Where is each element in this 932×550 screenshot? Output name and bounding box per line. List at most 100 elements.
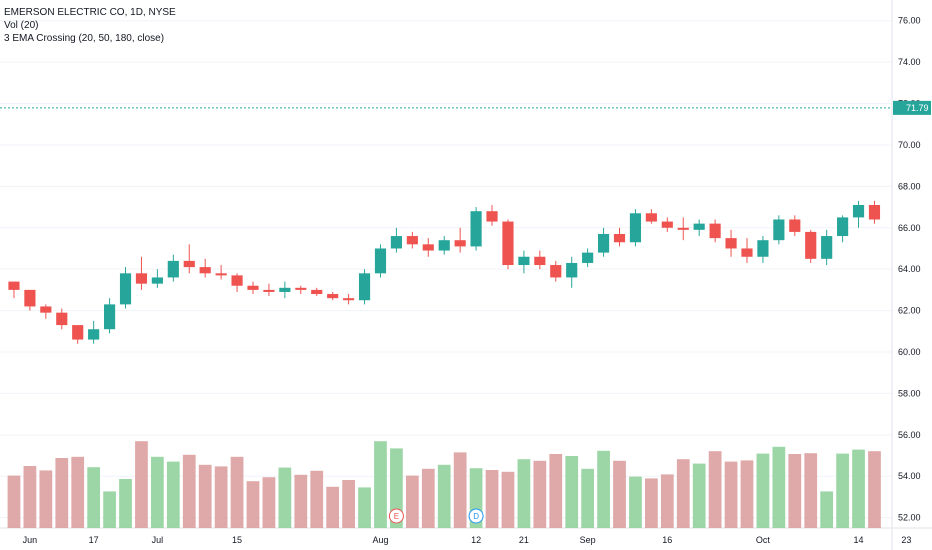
y-tick-label: 76.00 [898,16,921,26]
volume-bar [119,479,132,528]
volume-bar [836,453,849,528]
candle-body[interactable] [311,289,323,295]
volume-bar [262,477,276,528]
candle-body[interactable] [502,221,514,266]
volume-bar [453,452,467,528]
candle-body[interactable] [852,204,865,218]
candle-body[interactable] [263,289,275,292]
volume-bar [517,459,531,528]
candle-body[interactable] [837,217,849,237]
volume-bar [708,451,722,528]
last-price-tag [893,100,931,115]
candle-body[interactable] [390,236,402,249]
volume-bar [55,458,69,528]
last-price-label: 71.79 [906,103,929,113]
candle-body[interactable] [215,273,227,276]
candle-body[interactable] [821,236,833,259]
candle-body[interactable] [151,277,163,284]
volume-bar [676,459,690,528]
candle-body[interactable] [454,240,466,247]
volume-bar [246,481,260,528]
candle-body[interactable] [725,238,737,249]
candle-body[interactable] [247,285,259,290]
volume-bar [645,478,658,528]
volume-bar [533,460,547,528]
candle-body[interactable] [119,273,132,305]
candle-body[interactable] [757,240,769,257]
y-tick-label: 64.00 [898,264,921,274]
volume-bar [629,476,642,528]
volume-bar [597,450,610,528]
chart-legend: EMERSON ELECTRIC CO, 1D, NYSE Vol (20) 3… [4,6,176,45]
legend-ema: 3 EMA Crossing (20, 50, 180, close) [4,33,165,44]
candle-body[interactable] [24,289,36,307]
candle-body[interactable] [358,273,371,301]
candle-body[interactable] [167,260,179,278]
candle-body[interactable] [88,329,100,340]
candle-body[interactable] [231,275,243,286]
volume-bar [565,456,579,528]
candle-body[interactable] [406,236,418,245]
volume-bar [23,466,37,528]
candle-body[interactable] [629,213,642,243]
candle-body[interactable] [868,204,881,220]
volume-bar [852,449,865,528]
candle-body[interactable] [72,325,84,340]
candle-body[interactable] [693,223,705,230]
candle-body[interactable] [470,211,482,247]
volume-bar [342,480,355,528]
candle-body[interactable] [374,248,387,274]
candle-body[interactable] [422,244,434,251]
candle-body[interactable] [327,294,339,299]
volume-bar [166,461,180,528]
candle-body[interactable] [709,223,721,239]
candle-body[interactable] [789,219,801,232]
candle-body[interactable] [613,233,626,243]
candle-body[interactable] [805,231,817,259]
volume-bar [501,471,515,528]
candle-body[interactable] [645,213,657,222]
volume-bar [613,460,626,528]
volume-bar [294,474,308,528]
x-tick-label: Oct [756,535,771,545]
candle-body[interactable] [773,219,785,241]
candle-body[interactable] [741,248,753,257]
y-tick-label: 56.00 [898,430,921,440]
x-tick-label: 14 [854,535,864,545]
volume-bar [198,464,212,528]
volume-bar [756,453,770,528]
candle-body[interactable] [183,260,195,268]
candle-body[interactable] [566,262,578,278]
candle-body[interactable] [518,256,530,266]
x-tick-label: Jun [23,535,38,545]
candle-body[interactable] [40,306,52,313]
candle-body[interactable] [661,221,673,228]
event-marker[interactable] [388,508,404,524]
candle-body[interactable] [199,267,211,274]
candle-body[interactable] [135,273,148,284]
volume-bar [740,460,754,528]
volume-bar [868,451,881,528]
candle-body[interactable] [104,304,116,330]
volume-bar [405,475,419,528]
candle-body[interactable] [279,287,291,292]
candle-body[interactable] [534,256,546,266]
volume-bar [135,441,148,528]
candle-body[interactable] [56,312,68,326]
event-marker[interactable] [468,508,484,524]
candle-body[interactable] [295,287,307,290]
candle-body[interactable] [582,252,594,263]
x-tick-label: Aug [372,535,388,545]
candle-body[interactable] [677,227,689,230]
candle-body[interactable] [597,233,610,253]
volume-bar [788,454,802,528]
candle-body[interactable] [550,265,562,278]
volume-bar [182,454,196,528]
candle-body[interactable] [438,240,450,251]
candle-body[interactable] [343,298,355,301]
candle-body[interactable] [486,211,498,222]
volume-bar [310,470,324,528]
candle-body[interactable] [8,281,20,290]
